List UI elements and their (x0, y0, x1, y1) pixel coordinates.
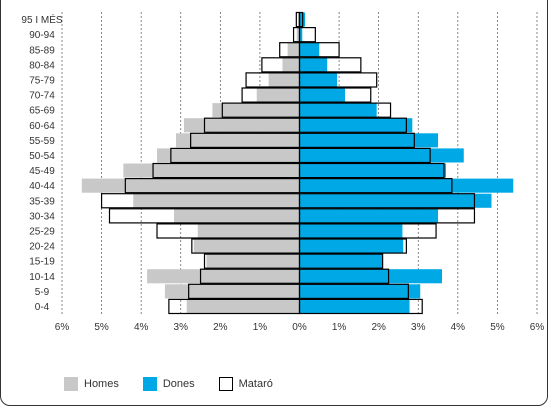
category-label: 30-34 (29, 211, 55, 222)
x-tick-label: 0% (292, 322, 307, 333)
bar-dones (299, 193, 492, 208)
bar-dones (299, 208, 439, 223)
bar-dones (299, 223, 403, 238)
bar-dones (299, 254, 383, 269)
x-tick-label: 2% (371, 322, 386, 333)
x-tick-label: 3% (411, 322, 426, 333)
category-label: 85-89 (29, 45, 55, 56)
x-tick-label: 5% (94, 322, 109, 333)
legend-label-dones: Dones (162, 378, 195, 390)
bar-homes (183, 118, 300, 133)
legend-item-mataro: Mataró (218, 377, 273, 391)
bar-dones (299, 269, 442, 284)
bar-homes (297, 12, 300, 27)
bar-dones (299, 133, 439, 148)
bar-dones (299, 72, 338, 87)
x-tick-label: 1% (332, 322, 347, 333)
bar-homes (193, 239, 300, 254)
bar-dones (299, 148, 464, 163)
category-label: 25-29 (29, 226, 55, 237)
x-tick-label: 4% (451, 322, 466, 333)
category-label: 35-39 (29, 196, 55, 207)
category-label: 0-4 (35, 302, 50, 313)
category-label: 80-84 (29, 60, 55, 71)
bar-homes (206, 254, 300, 269)
bar-homes (174, 208, 300, 223)
bar-homes (81, 178, 300, 193)
x-tick-label: 4% (134, 322, 149, 333)
bar-homes (123, 163, 300, 178)
category-label: 65-69 (29, 106, 55, 117)
bar-homes (176, 133, 300, 148)
bar-homes (164, 284, 300, 299)
x-tick-label: 6% (530, 322, 545, 333)
bar-homes (256, 88, 300, 103)
category-label: 60-64 (29, 121, 55, 132)
bar-homes (133, 193, 300, 208)
legend-item-dones: Dones (142, 377, 195, 391)
category-label: 90-94 (29, 30, 55, 41)
x-tick-label: 3% (174, 322, 189, 333)
bar-homes (268, 72, 300, 87)
legend-swatch-dones (142, 377, 157, 391)
category-label: 15-19 (29, 257, 55, 268)
bar-homes (296, 27, 300, 42)
category-label: 10-14 (29, 272, 55, 283)
bar-homes (282, 57, 300, 72)
x-tick-label: 2% (213, 322, 228, 333)
bar-dones (299, 239, 404, 254)
bar-dones (299, 163, 446, 178)
category-label: 40-44 (29, 181, 55, 192)
category-label: 45-49 (29, 166, 55, 177)
legend-item-homes: Homes (64, 377, 119, 391)
bar-dones (299, 103, 377, 118)
legend-swatch-homes (64, 377, 78, 391)
legend-swatch-mataro (218, 377, 233, 391)
bar-dones (299, 57, 328, 72)
bar-homes (212, 103, 300, 118)
bar-dones (299, 118, 413, 133)
bar-homes (157, 148, 300, 163)
x-tick-label: 6% (55, 322, 70, 333)
bar-dones (299, 27, 303, 42)
bar-dones (299, 178, 514, 193)
bar-dones (299, 284, 421, 299)
legend-label-mataro: Mataró (238, 378, 273, 390)
bar-dones (299, 42, 320, 57)
legend-label-homes: Homes (84, 378, 119, 390)
category-label: 75-79 (29, 75, 55, 86)
category-label: 20-24 (29, 242, 55, 253)
bar-homes (197, 223, 300, 238)
category-label: 70-74 (29, 91, 55, 102)
category-label: 5-9 (35, 287, 50, 298)
bar-homes (287, 42, 300, 57)
x-tick-label: 1% (253, 322, 268, 333)
bar-dones (299, 299, 410, 314)
x-tick-label: 5% (490, 322, 505, 333)
category-label: 95 I MÉS (21, 13, 62, 26)
bar-homes (147, 269, 300, 284)
legend: Homes Dones Mataró (64, 376, 297, 392)
category-label: 50-54 (29, 151, 55, 162)
category-label: 55-59 (29, 136, 55, 147)
bar-dones (299, 88, 346, 103)
bar-homes (186, 299, 300, 314)
